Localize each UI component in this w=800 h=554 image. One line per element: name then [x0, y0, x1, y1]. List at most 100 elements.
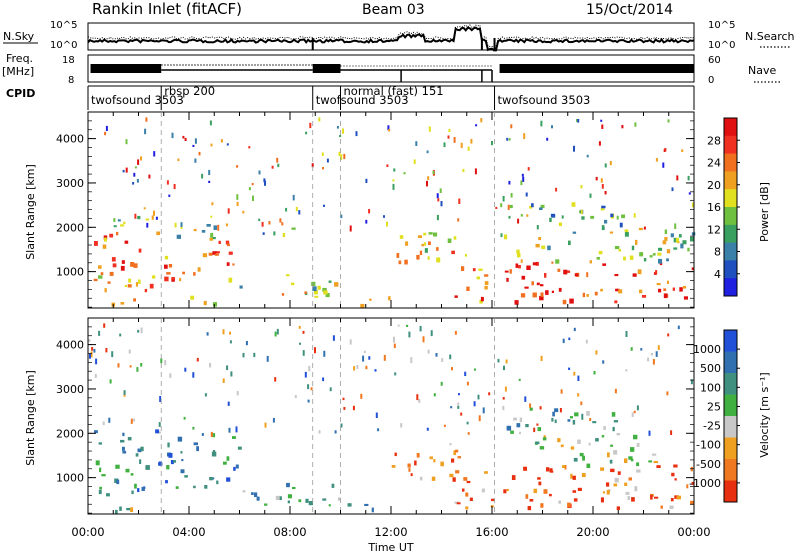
power-cell: [551, 290, 554, 293]
power-cell: [474, 168, 477, 175]
power-cell: [428, 241, 431, 245]
power-colorbar-swatch: [724, 207, 737, 226]
velocity-cell: [406, 324, 409, 327]
power-ytick-label: 4000: [56, 133, 84, 146]
power-cell: [595, 176, 598, 181]
power-cell: [484, 281, 489, 285]
velocity-cell: [686, 484, 689, 489]
power-cell: [690, 236, 695, 242]
power-cell: [448, 128, 451, 133]
velocity-cell: [136, 367, 139, 372]
velocity-cell: [89, 353, 91, 359]
power-cell: [151, 215, 154, 220]
velocity-cell: [245, 341, 248, 346]
power-cell: [558, 287, 562, 292]
velocity-colorbar-label: Velocity [m s⁻¹]: [758, 372, 771, 457]
velocity-cell: [518, 378, 521, 381]
power-cell: [138, 248, 142, 253]
power-cell: [508, 215, 511, 219]
velocity-cell: [607, 452, 610, 458]
power-cell: [571, 202, 576, 207]
power-cell: [664, 148, 667, 152]
velocity-cell: [279, 496, 282, 501]
power-cell: [225, 240, 230, 245]
velocity-cell: [570, 416, 573, 419]
velocity-cell: [539, 446, 545, 450]
velocity-cell: [440, 461, 444, 467]
velocity-cell: [170, 460, 174, 465]
power-cell: [365, 178, 368, 183]
velocity-cell: [666, 391, 669, 396]
velocity-cell: [103, 323, 106, 328]
noise-right-tick-bottom: 10^0: [708, 40, 735, 51]
velocity-cell: [456, 502, 461, 505]
power-cell: [581, 216, 585, 220]
power-cell: [658, 247, 663, 251]
power-cell: [133, 263, 138, 268]
power-cell: [349, 225, 352, 232]
power-cell: [652, 253, 656, 256]
velocity-cell: [449, 473, 454, 478]
power-cell: [484, 274, 489, 277]
power-cell: [343, 153, 346, 160]
power-cell: [500, 203, 503, 208]
power-cell: [305, 131, 308, 135]
velocity-cell: [690, 379, 693, 385]
power-cell: [121, 260, 125, 264]
velocity-cell: [292, 486, 296, 490]
power-cell: [314, 290, 318, 295]
power-colorbar-swatch: [724, 135, 737, 155]
power-cell: [212, 302, 217, 307]
velocity-cell: [636, 405, 639, 411]
power-cell: [551, 261, 554, 264]
power-cell: [263, 178, 266, 183]
power-cell: [166, 272, 171, 275]
velocity-cell: [593, 371, 596, 375]
power-cell: [447, 135, 450, 139]
velocity-cell: [523, 466, 527, 471]
velocity-panel: 1000 2000 3000 4000 Slant Range [km]: [24, 317, 695, 515]
velocity-cell: [474, 368, 476, 371]
velocity-cell: [322, 377, 325, 382]
power-cell: [104, 131, 107, 136]
velocity-cell: [570, 473, 573, 479]
cpid-label-4: twofsound 3503: [498, 93, 591, 107]
velocity-colorbar-tick: 500: [700, 362, 721, 375]
velocity-cell: [184, 475, 188, 478]
power-cell: [236, 165, 239, 168]
velocity-cell: [582, 455, 585, 461]
power-colorbar-swatch: [724, 278, 737, 297]
velocity-cell: [617, 471, 621, 475]
cpid-label-1: rbsp 200: [164, 84, 215, 98]
power-cell: [526, 214, 529, 217]
velocity-colorbar-swatch: [724, 394, 737, 417]
velocity-cell: [334, 430, 337, 434]
velocity-cell: [212, 433, 216, 438]
power-cell: [214, 253, 219, 256]
power-cell: [164, 276, 169, 282]
velocity-cell: [581, 413, 584, 420]
power-cell: [355, 131, 358, 137]
velocity-cell: [613, 483, 617, 487]
velocity-cell: [580, 401, 583, 406]
velocity-cell: [299, 342, 301, 345]
power-cell: [596, 257, 600, 260]
noise-left-tick-bottom: 10^0: [50, 40, 77, 51]
power-cell: [386, 221, 388, 227]
power-cell: [213, 225, 217, 230]
velocity-cell: [94, 373, 97, 378]
power-cell: [107, 281, 111, 284]
velocity-cell: [506, 488, 509, 492]
velocity-cell: [524, 396, 527, 402]
power-cell: [454, 295, 458, 298]
velocity-cell: [347, 503, 352, 507]
velocity-cell: [549, 468, 553, 473]
velocity-cell: [606, 482, 610, 487]
power-cell: [166, 180, 169, 185]
power-cell: [491, 141, 493, 146]
velocity-cell: [690, 500, 694, 505]
power-cell: [413, 159, 416, 165]
power-cell: [211, 202, 214, 206]
power-cell: [664, 229, 667, 234]
power-cell: [322, 287, 327, 292]
